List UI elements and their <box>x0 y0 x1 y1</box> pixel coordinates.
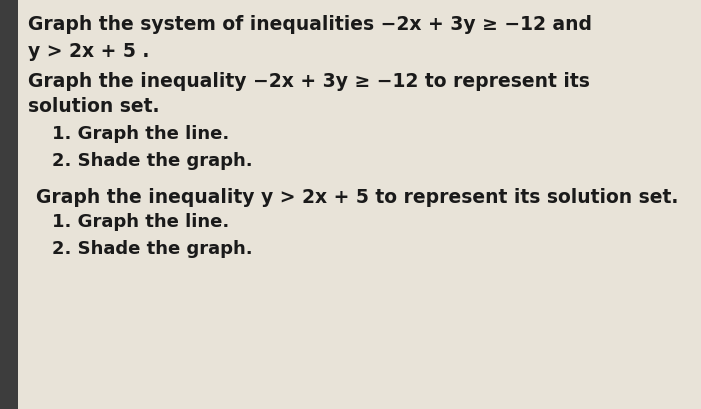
Text: Graph the inequality −2x + 3y ≥ −12 to represent its: Graph the inequality −2x + 3y ≥ −12 to r… <box>28 72 590 91</box>
Text: 2. Shade the graph.: 2. Shade the graph. <box>52 239 252 257</box>
Text: Graph the inequality y > 2x + 5 to represent its solution set.: Graph the inequality y > 2x + 5 to repre… <box>36 188 679 207</box>
Text: solution set.: solution set. <box>28 97 160 116</box>
Text: y > 2x + 5 .: y > 2x + 5 . <box>28 42 149 61</box>
Text: 1. Graph the line.: 1. Graph the line. <box>52 125 229 143</box>
Text: Graph the system of inequalities −2x + 3y ≥ −12 and: Graph the system of inequalities −2x + 3… <box>28 15 592 34</box>
Text: 2. Shade the graph.: 2. Shade the graph. <box>52 152 252 170</box>
Text: 1. Graph the line.: 1. Graph the line. <box>52 213 229 230</box>
